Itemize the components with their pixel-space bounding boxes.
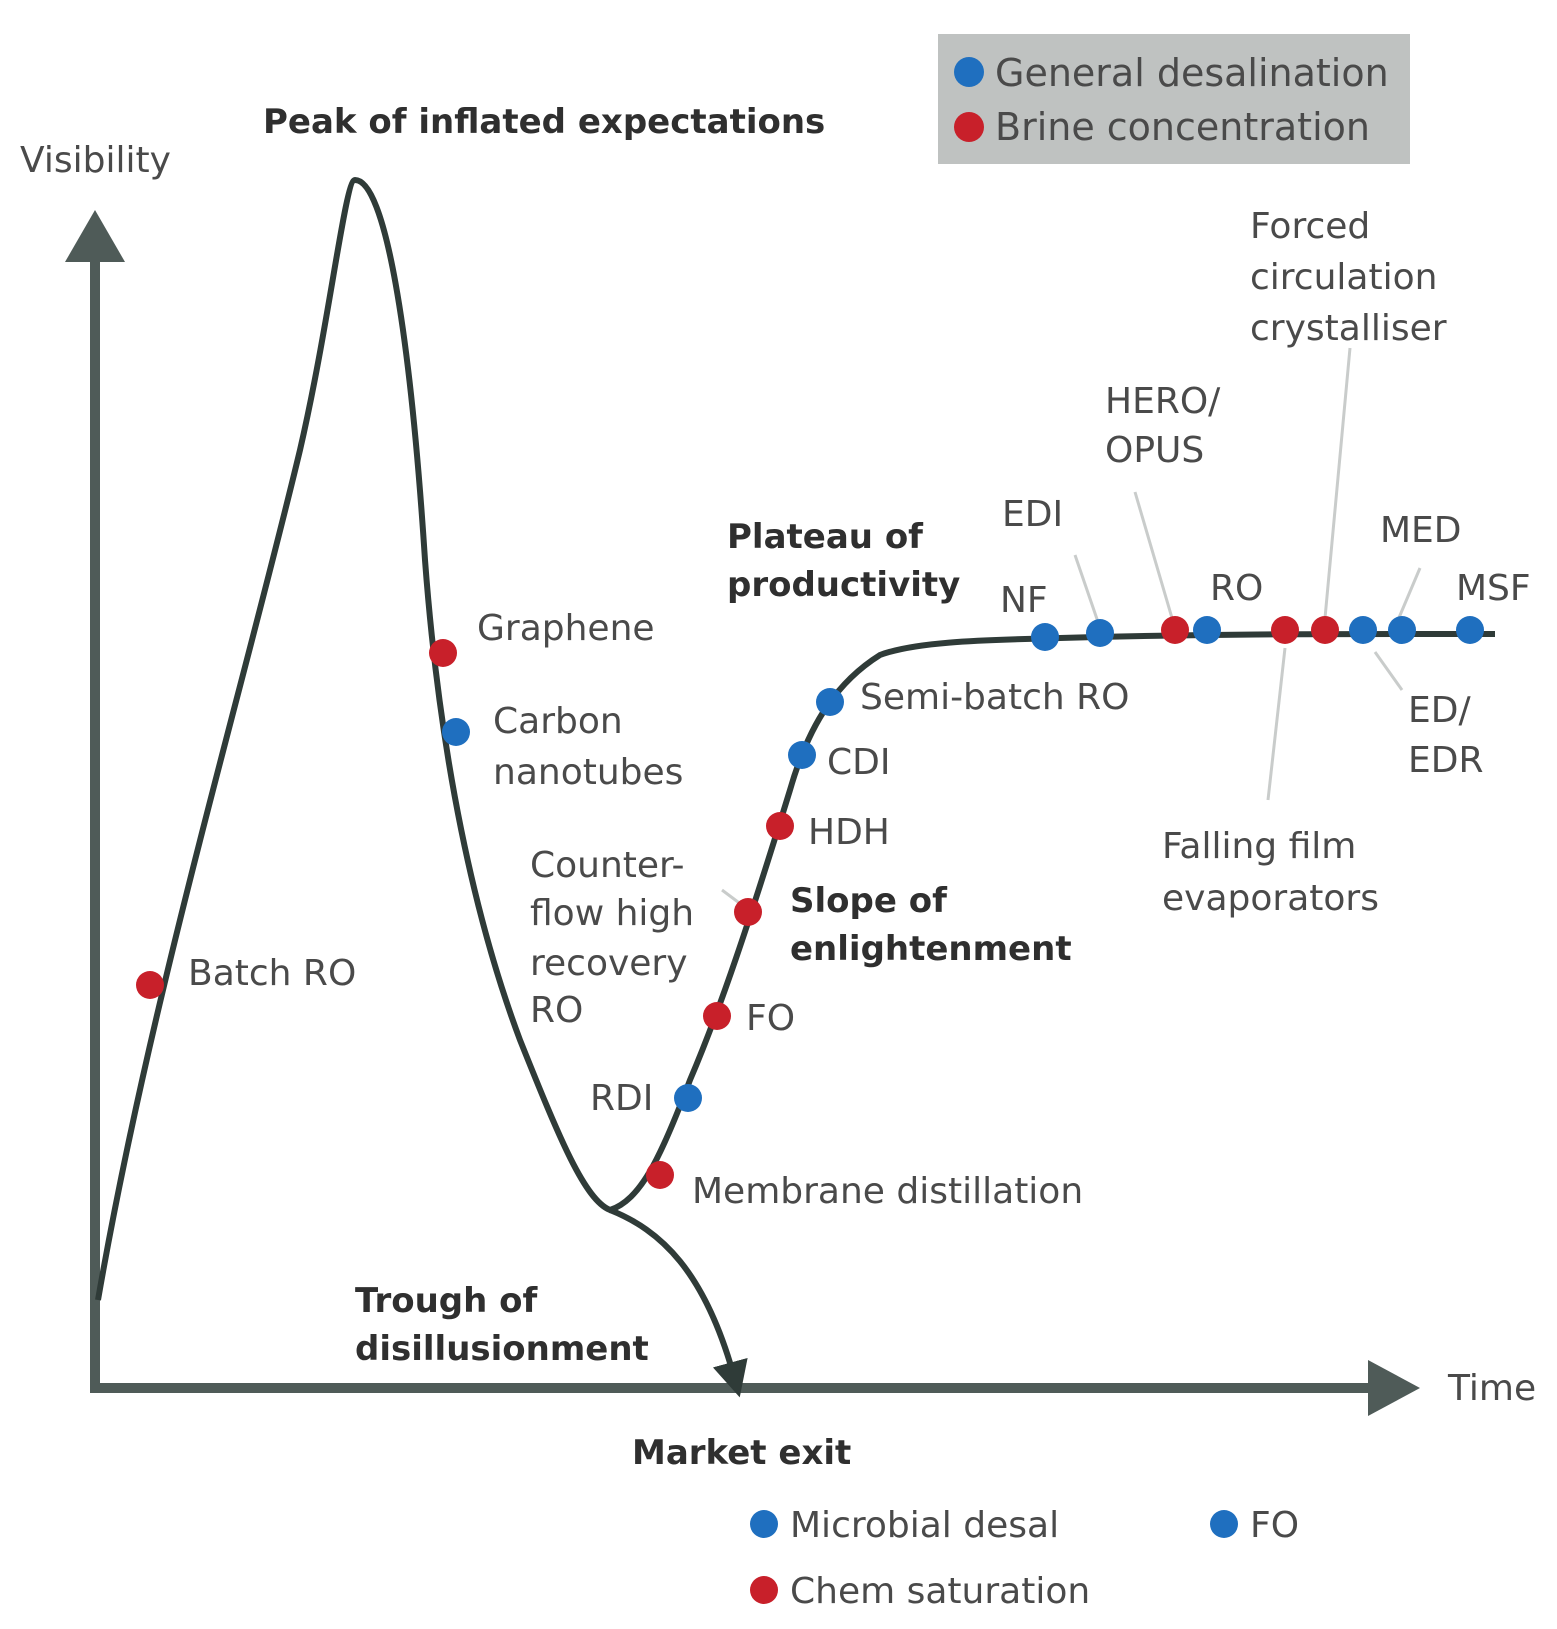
label-falling-film-line2: evaporators	[1162, 878, 1379, 919]
x-axis-label: Time	[1447, 1368, 1536, 1409]
label-counterflow-line3: recovery	[530, 943, 688, 984]
leader-hero-opus	[1133, 491, 1174, 619]
label-forced-circulation-line3: crystalliser	[1250, 308, 1447, 349]
legend-brine-label: Brine concentration	[995, 105, 1370, 149]
leader-forced-circulation	[1323, 347, 1352, 619]
label-hdh: HDH	[808, 812, 890, 853]
marker-falling-film[interactable]	[1271, 616, 1299, 644]
legend-general-marker	[954, 57, 984, 87]
technology-labels: Batch RO Graphene Carbon nanotubes Count…	[188, 206, 1531, 1212]
phase-labels: Peak of inflated expectations Trough of …	[263, 102, 1072, 1473]
exit-marker-microbial-desal[interactable]	[750, 1510, 778, 1538]
label-counterflow-line1: Counter-	[530, 845, 685, 886]
marker-rdi[interactable]	[674, 1084, 702, 1112]
exit-label-chem-saturation: Chem saturation	[790, 1571, 1090, 1612]
marker-hero-opus[interactable]	[1161, 616, 1189, 644]
marker-cdi[interactable]	[788, 741, 816, 769]
marker-carbon-nanotubes[interactable]	[442, 718, 470, 746]
legend-box	[938, 34, 1410, 164]
x-axis-arrowhead	[1368, 1360, 1420, 1416]
leader-ed-edr	[1373, 651, 1404, 691]
label-falling-film-line1: Falling film	[1162, 826, 1356, 867]
phase-plateau-line2: productivity	[727, 565, 960, 605]
label-counterflow-line2: flow high	[530, 893, 694, 934]
marker-edi[interactable]	[1086, 619, 1114, 647]
label-msf: MSF	[1456, 568, 1531, 609]
leader-med	[1396, 567, 1422, 621]
label-fo: FO	[746, 998, 795, 1039]
marker-ro[interactable]	[1193, 616, 1221, 644]
label-ed-edr-line2: EDR	[1408, 740, 1483, 781]
label-cdi: CDI	[827, 742, 890, 783]
phase-slope-line1: Slope of	[790, 881, 948, 921]
label-nf: NF	[1000, 580, 1048, 621]
marker-counterflow-ro[interactable]	[734, 898, 762, 926]
label-counterflow-line4: RO	[530, 990, 583, 1031]
label-carbon-nanotubes-line2: nanotubes	[493, 752, 683, 793]
label-ed-edr-line1: ED/	[1408, 690, 1471, 731]
technology-markers	[136, 616, 1484, 1189]
exit-label-fo: FO	[1250, 1505, 1299, 1546]
phase-peak: Peak of inflated expectations	[263, 102, 825, 142]
marker-med[interactable]	[1388, 616, 1416, 644]
label-ro: RO	[1210, 568, 1263, 609]
y-axis-arrowhead	[65, 210, 125, 262]
phase-trough-line2: disillusionment	[355, 1329, 649, 1369]
legend-general-label: General desalination	[995, 51, 1389, 95]
marker-ed-edr[interactable]	[1349, 616, 1377, 644]
phase-plateau-line1: Plateau of	[727, 517, 924, 557]
marker-nf[interactable]	[1031, 623, 1059, 651]
market-exit-branch	[608, 1207, 748, 1398]
marker-batch-ro[interactable]	[136, 971, 164, 999]
marker-fo[interactable]	[703, 1002, 731, 1030]
y-axis-label: Visibility	[20, 140, 171, 181]
label-graphene: Graphene	[477, 608, 655, 649]
marker-msf[interactable]	[1456, 616, 1484, 644]
marker-hdh[interactable]	[766, 812, 794, 840]
market-exit-items: Microbial desal FO Chem saturation	[750, 1505, 1299, 1612]
exit-marker-fo[interactable]	[1210, 1510, 1238, 1538]
label-rdi: RDI	[590, 1078, 653, 1119]
marker-membrane-distillation[interactable]	[646, 1161, 674, 1189]
label-carbon-nanotubes-line1: Carbon	[493, 701, 623, 742]
leader-edi	[1073, 554, 1100, 623]
label-forced-circulation-line1: Forced	[1250, 206, 1370, 247]
label-hero-opus-line1: HERO/	[1105, 381, 1221, 422]
legend: General desalination Brine concentration	[938, 34, 1410, 164]
exit-label-microbial-desal: Microbial desal	[790, 1505, 1059, 1546]
hype-curve	[95, 176, 1496, 1301]
legend-brine-marker	[954, 112, 984, 142]
marker-graphene[interactable]	[429, 639, 457, 667]
exit-marker-chem-saturation[interactable]	[750, 1576, 778, 1604]
label-hero-opus-line2: OPUS	[1105, 430, 1204, 471]
phase-market-exit: Market exit	[632, 1433, 851, 1473]
leader-falling-film	[1266, 647, 1287, 801]
phase-trough-line1: Trough of	[355, 1281, 539, 1321]
label-semi-batch-ro: Semi-batch RO	[860, 677, 1130, 718]
label-edi: EDI	[1002, 494, 1063, 535]
phase-slope-line2: enlightenment	[790, 929, 1072, 969]
marker-semi-batch-ro[interactable]	[816, 688, 844, 716]
label-batch-ro: Batch RO	[188, 953, 356, 994]
label-forced-circulation-line2: circulation	[1250, 257, 1437, 298]
label-membrane-distillation: Membrane distillation	[692, 1171, 1083, 1212]
marker-forced-circulation[interactable]	[1311, 616, 1339, 644]
label-med: MED	[1380, 510, 1462, 551]
